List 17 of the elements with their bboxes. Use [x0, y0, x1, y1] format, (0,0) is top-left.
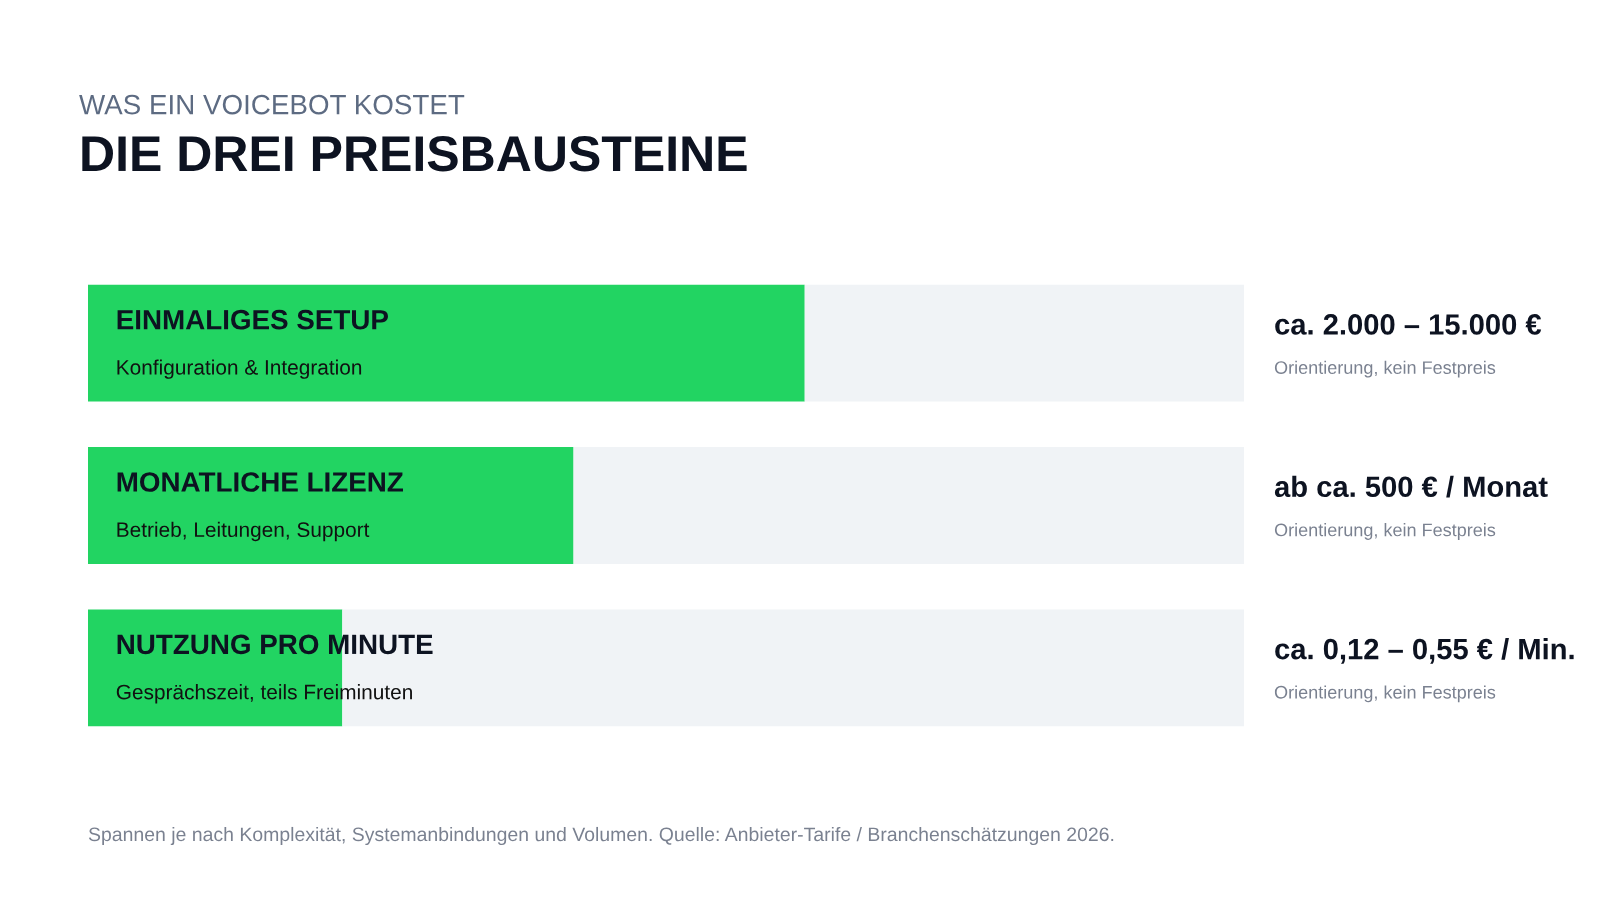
chart-title: DIE DREI PREISBAUSTEINE — [82, 136, 747, 172]
bar — [88, 447, 574, 564]
bar — [573, 447, 1244, 564]
y-tick-label: EINMALIGES SETUP — [117, 309, 388, 330]
text: Orientierung, kein Festpreis — [1274, 523, 1496, 540]
bar — [88, 284, 805, 402]
text: ca. 0,12 – 0,55 € / Min. — [1275, 638, 1574, 664]
chart-subtitle: WAS EIN VOICEBOT KOSTET — [79, 94, 465, 115]
text: Spannen je nach Komplexität, Systemanbindungen und Volumen. Quelle: Anbieter-Tarife / Branchenschätzungen 2026. — [88, 826, 1114, 846]
text: Orientierung, kein Festpreis — [1274, 685, 1496, 703]
annotation: Betrieb, Leitungen, Support — [117, 521, 370, 542]
text: ab ca. 500 € / Monat — [1274, 475, 1548, 498]
text: Orientierung, kein Festpreis — [1274, 360, 1496, 378]
y-tick-label: MONATLICHE LIZENZ — [117, 472, 403, 492]
annotation: Konfiguration & Integration — [117, 359, 362, 379]
text: ca. 2.000 – 15.000 € — [1275, 314, 1542, 335]
bar — [804, 284, 1244, 402]
